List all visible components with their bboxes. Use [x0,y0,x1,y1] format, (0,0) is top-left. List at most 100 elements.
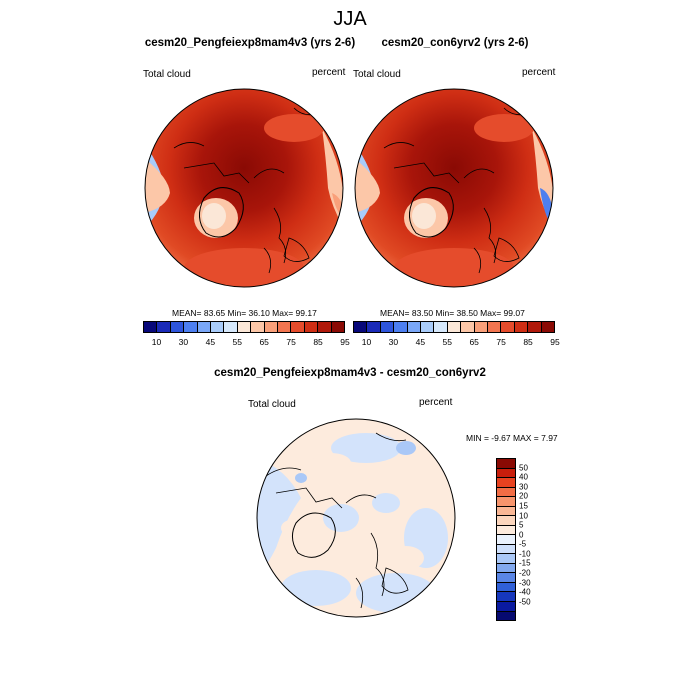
colorbar-swatch [488,322,502,332]
colorbar-tick-label: 50 [519,463,528,473]
colorbar-swatch [497,563,515,574]
colorbar-tick-label: -40 [519,587,531,597]
colorbar-tick-label: -50 [519,597,531,607]
panel3-statistics: MIN = -9.67 MAX = 7.97 [466,433,558,443]
colorbar-swatch [514,322,529,332]
colorbar-tick-label: 45 [415,337,426,347]
colorbar-tick-label: 10 [361,337,372,347]
panel3-colorbar-ticks: 50 40 30 20 15 10 5 0 -5 -10 -15 -20 -30 -40 -50 [519,458,559,621]
colorbar-tick-label: 65 [259,337,269,347]
colorbar-swatch [497,497,515,507]
colorbar-swatch [170,322,185,332]
colorbar-tick-label: 0 [519,530,524,540]
colorbar-swatch [421,322,435,332]
colorbar-tick-label: 55 [442,337,452,347]
colorbar-tick-label: 15 [519,501,528,511]
colorbar-swatch [157,322,171,332]
colorbar-tick-label: 85 [313,337,323,347]
colorbar-tick-label: 20 [519,491,528,501]
panel2-colorbar [353,321,555,333]
panel3-polar-map [256,418,456,618]
colorbar-tick-label: 95 [340,337,350,347]
panel1-colorbar-ticks: 10 30 45 55 65 75 85 95 [143,337,350,349]
colorbar-swatch [304,322,319,332]
colorbar-swatch [394,322,408,332]
colorbar-tick-label: 5 [519,520,524,530]
colorbar-swatch [497,468,515,479]
panel2-title: cesm20_con6yrv2 (yrs 2-6) [381,37,529,49]
colorbar-swatch [497,601,515,612]
colorbar-tick-label: -15 [519,558,531,568]
colorbar-tick-label: 65 [469,337,479,347]
colorbar-swatch [497,478,515,488]
colorbar-swatch [331,322,345,332]
colorbar-tick-label: 30 [519,482,528,492]
colorbar-swatch [291,322,305,332]
colorbar-swatch [497,611,515,621]
colorbar-swatch [497,459,515,469]
colorbar-swatch [318,322,332,332]
colorbar-swatch [407,322,422,332]
colorbar-swatch [224,322,238,332]
colorbar-swatch [264,322,279,332]
colorbar-swatch [278,322,292,332]
panel2-units-label: percent [522,67,556,78]
colorbar-swatch [197,322,212,332]
panel3-title: cesm20_Pengfeiexp8mam4v3 - cesm20_con6yr… [214,367,486,379]
colorbar-swatch [497,592,515,602]
colorbar-tick-label: 10 [151,337,162,347]
panel2-colorbar-ticks: 10 30 45 55 65 75 85 95 [353,337,560,349]
colorbar-swatch [251,322,265,332]
colorbar-swatch [501,322,515,332]
panel1-colorbar [143,321,345,333]
colorbar-tick-label: -10 [519,549,531,559]
panel3-units-label: percent [419,397,453,408]
colorbar-swatch [474,322,489,332]
panel1-variable-label: Total cloud [143,69,191,80]
colorbar-tick-label: 75 [286,337,296,347]
colorbar-swatch [184,322,198,332]
colorbar-swatch [497,535,515,545]
colorbar-swatch [497,506,515,517]
colorbar-swatch [497,516,515,526]
figure-title: JJA [333,8,367,30]
colorbar-swatch [497,487,515,498]
colorbar-swatch [461,322,475,332]
panel2-polar-map [354,88,554,288]
colorbar-swatch [434,322,448,332]
panel1-polar-map [144,88,344,288]
colorbar-swatch [447,322,462,332]
panel3-variable-label: Total cloud [248,399,296,410]
panel2-statistics: MEAN= 83.50 Min= 38.50 Max= 99.07 [380,308,525,318]
colorbar-swatch [144,322,158,332]
colorbar-tick-label: 40 [519,472,528,482]
colorbar-swatch [354,322,368,332]
colorbar-tick-label: 85 [523,337,533,347]
colorbar-tick-label: 45 [205,337,216,347]
colorbar-tick-label: 75 [496,337,506,347]
colorbar-tick-label: 30 [388,337,399,347]
colorbar-swatch [237,322,252,332]
panel2-variable-label: Total cloud [353,69,401,80]
colorbar-swatch [380,322,395,332]
colorbar-swatch [497,525,515,536]
panel1-units-label: percent [312,67,346,78]
panel3-colorbar [496,458,516,621]
colorbar-swatch [541,322,555,332]
colorbar-tick-label: -20 [519,568,531,578]
colorbar-swatch [528,322,542,332]
colorbar-swatch [367,322,381,332]
colorbar-tick-label: 55 [232,337,242,347]
colorbar-tick-label: -5 [519,539,527,549]
colorbar-swatch [497,573,515,583]
colorbar-tick-label: -30 [519,578,531,588]
panel1-statistics: MEAN= 83.65 Min= 36.10 Max= 99.17 [172,308,317,318]
colorbar-swatch [211,322,225,332]
panel1-title: cesm20_Pengfeiexp8mam4v3 (yrs 2-6) [144,37,356,49]
colorbar-tick-label: 95 [550,337,560,347]
colorbar-tick-label: 30 [178,337,189,347]
colorbar-tick-label: 10 [519,511,528,521]
colorbar-swatch [497,554,515,564]
colorbar-swatch [497,544,515,555]
colorbar-swatch [497,582,515,593]
